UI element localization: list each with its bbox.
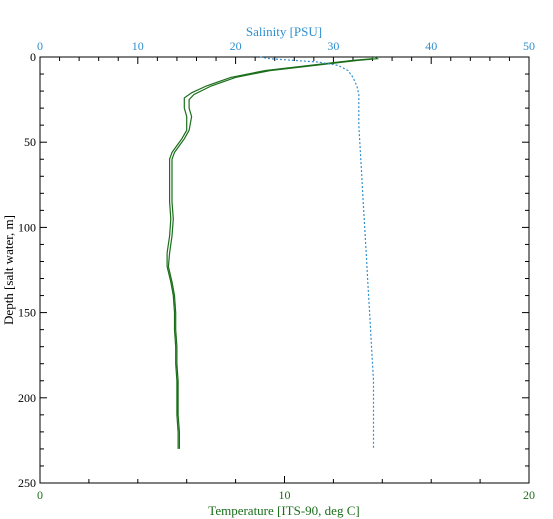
- y-tick-label: 100: [18, 220, 36, 234]
- top-tick-label: 0: [37, 39, 43, 53]
- bottom-tick-label: 20: [523, 488, 535, 502]
- top-tick-label: 30: [327, 39, 339, 53]
- top-axis-title: Salinity [PSU]: [246, 24, 322, 39]
- y-axis-ticks: 0 50 100 150 200 250: [18, 50, 529, 490]
- top-tick-label: 10: [132, 39, 144, 53]
- plot-frame: [39, 56, 530, 484]
- y-tick-label: 50: [24, 135, 36, 149]
- y-tick-label: 150: [18, 306, 36, 320]
- bottom-tick-label: 10: [279, 488, 291, 502]
- y-tick-label: 250: [18, 476, 36, 490]
- y-tick-label: 200: [18, 391, 36, 405]
- top-tick-label: 50: [523, 39, 535, 53]
- y-axis-title: Depth [salt water, m]: [1, 215, 16, 325]
- salinity-line-2: [259, 56, 375, 449]
- bottom-axis-title: Temperature [ITS-90, deg C]: [208, 503, 359, 518]
- series-layer: [166, 56, 380, 449]
- bottom-axis-ticks: 0 10 20: [37, 476, 535, 502]
- top-axis-ticks: 0 10 20 30 40 50: [37, 39, 535, 64]
- top-tick-label: 20: [230, 39, 242, 53]
- temperature-line-0: [167, 56, 380, 449]
- y-tick-label: 0: [30, 50, 36, 64]
- bottom-tick-label: 0: [37, 488, 43, 502]
- top-tick-label: 40: [425, 39, 437, 53]
- temperature-line-1: [166, 57, 374, 449]
